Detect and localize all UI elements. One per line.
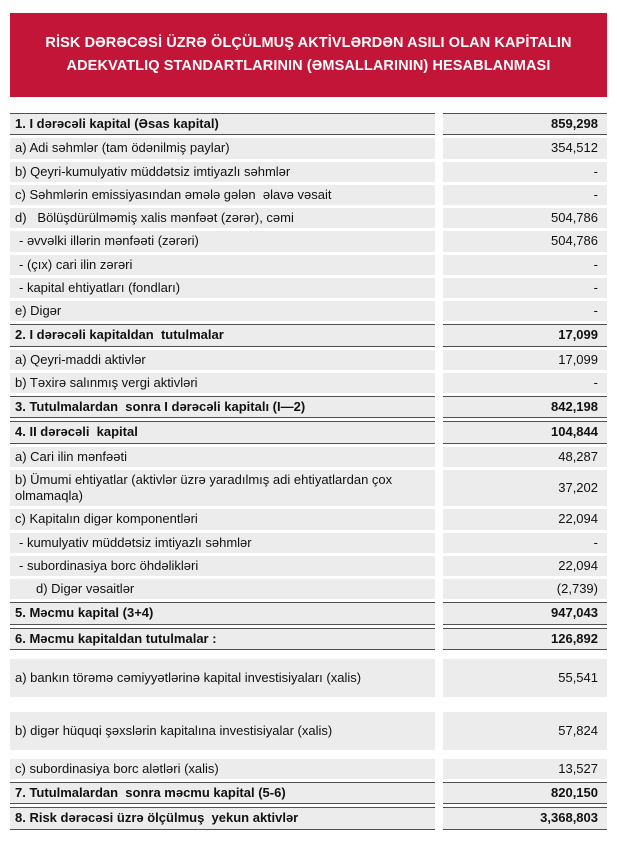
row-value: 504,786 <box>443 231 607 252</box>
row-label: a) bankın törəmə cəmiyyətlərinə kapital … <box>10 658 435 697</box>
row-value: 17,099 <box>443 324 607 347</box>
row-value: - <box>443 184 607 205</box>
row-label: 3. Tutulmalardan sonra I dərəcəli kapita… <box>10 396 435 419</box>
table-row-other-entity-investments: b) digər hüquqi şəxslərin kapitalına inv… <box>10 711 607 750</box>
row-value: 22,094 <box>443 509 607 530</box>
table-row-subsidiary-investments: a) bankın törəmə cəmiyyətlərinə kapital … <box>10 658 607 697</box>
row-value: 13,527 <box>443 758 607 779</box>
row-label: c) Kapitalın digər komponentləri <box>10 509 435 530</box>
table-row-share-emission: c) Səhmlərin emissiyasından əmələ gələn … <box>10 184 607 205</box>
row-label: 7. Tutulmalardan sonra məcmu kapital (5-… <box>10 782 435 805</box>
row-value: - <box>443 301 607 322</box>
page-title-line-2: ADEKVATLIQ STANDARTLARININ (ƏMSALLARININ… <box>66 58 551 74</box>
row-value: - <box>443 277 607 298</box>
row-label: c) subordinasiya borc alətləri (xalis) <box>10 758 435 779</box>
row-value: 37,202 <box>443 469 607 507</box>
row-value: - <box>443 532 607 553</box>
row-label: b) Ümumi ehtiyatlar (aktivlər üzrə yarad… <box>10 469 435 507</box>
row-value: 55,541 <box>443 658 607 697</box>
page-title-line-1: RİSK DƏRƏCƏSİ ÜZRƏ ÖLÇÜLMUŞ AKTİVLƏRDƏN … <box>45 34 572 51</box>
row-label: 1. I dərəcəli kapital (Əsas kapital) <box>10 113 435 136</box>
table-row-current-year-profit: a) Cari ilin mənfəəti 48,287 <box>10 446 607 467</box>
table-row-tier1-after-deductions: 3. Tutulmalardan sonra I dərəcəli kapita… <box>10 396 607 419</box>
row-value: 947,043 <box>443 602 607 625</box>
row-value: 3,368,803 <box>443 807 607 830</box>
row-value: (2,739) <box>443 579 607 600</box>
row-label: b) digər hüquqi şəxslərin kapitalına inv… <box>10 711 435 750</box>
table-row-prior-years-profit: - əvvəlki illərin mənfəəti (zərəri) 504,… <box>10 231 607 252</box>
table-row-total-capital: 5. Məcmu kapital (3+4) 947,043 <box>10 602 607 625</box>
row-value: 104,844 <box>443 421 607 444</box>
table-row-subordinated-debt: - subordinasiya borc öhdəlikləri 22,094 <box>10 555 607 576</box>
row-value: 504,786 <box>443 208 607 229</box>
row-value: 22,094 <box>443 555 607 576</box>
table-row-total-after-deductions: 7. Tutulmalardan sonra məcmu kapital (5-… <box>10 782 607 805</box>
row-label: 2. I dərəcəli kapitaldan tutulmalar <box>10 324 435 347</box>
row-label: a) Adi səhmlər (tam ödənilmiş paylar) <box>10 138 435 159</box>
row-label: - əvvəlki illərin mənfəəti (zərəri) <box>10 231 435 252</box>
table-row-deferred-tax-assets: b) Təxirə salınmış vergi aktivləri - <box>10 372 607 393</box>
table-row-other-capital-components: c) Kapitalın digər komponentləri 22,094 <box>10 509 607 530</box>
row-label: c) Səhmlərin emissiyasından əmələ gələn … <box>10 184 435 205</box>
row-value: - <box>443 161 607 182</box>
table-row-tier1-deductions: 2. I dərəcəli kapitaldan tutulmalar 17,0… <box>10 324 607 347</box>
row-value: 820,150 <box>443 782 607 805</box>
table-row-tier1-capital: 1. I dərəcəli kapital (Əsas kapital) 859… <box>10 113 607 136</box>
row-value: 57,824 <box>443 711 607 750</box>
row-label: 4. II dərəcəli kapital <box>10 421 435 444</box>
row-value: 354,512 <box>443 138 607 159</box>
table-row-general-reserves: b) Ümumi ehtiyatlar (aktivlər üzrə yarad… <box>10 469 607 507</box>
row-value: 48,287 <box>443 446 607 467</box>
row-value: 859,298 <box>443 113 607 136</box>
row-label: - (çıx) cari ilin zərəri <box>10 254 435 275</box>
row-value: - <box>443 254 607 275</box>
table-row-other-funds: d) Digər vəsaitlər (2,739) <box>10 579 607 600</box>
row-label: 5. Məcmu kapital (3+4) <box>10 602 435 625</box>
table-row-intangible-assets: a) Qeyri-maddi aktivlər 17,099 <box>10 349 607 370</box>
row-value: 842,198 <box>443 396 607 419</box>
table-row-total-capital-deductions: 6. Məcmu kapitaldan tutulmalar : 126,892 <box>10 627 607 650</box>
row-label: - kumulyativ müddətsiz imtiyazlı səhmlər <box>10 532 435 553</box>
table-row-current-year-loss: - (çıx) cari ilin zərəri - <box>10 254 607 275</box>
table-row-noncumulative-shares: b) Qeyri-kumulyativ müddətsiz imtiyazlı … <box>10 161 607 182</box>
row-label: a) Qeyri-maddi aktivlər <box>10 349 435 370</box>
table-row-capital-reserves: - kapital ehtiyatları (fondları) - <box>10 277 607 298</box>
table-row-subordinated-instruments: c) subordinasiya borc alətləri (xalis) 1… <box>10 758 607 779</box>
row-label: b) Qeyri-kumulyativ müddətsiz imtiyazlı … <box>10 161 435 182</box>
row-label: - subordinasiya borc öhdəlikləri <box>10 555 435 576</box>
table-row-risk-weighted-assets: 8. Risk dərəcəsi üzrə ölçülmuş yekun akt… <box>10 807 607 830</box>
row-value: 17,099 <box>443 349 607 370</box>
row-value: - <box>443 372 607 393</box>
row-label: d) Digər vəsaitlər <box>10 579 435 600</box>
table-row-tier2-capital: 4. II dərəcəli kapital 104,844 <box>10 421 607 444</box>
row-label: 8. Risk dərəcəsi üzrə ölçülmuş yekun akt… <box>10 807 435 830</box>
row-label: 6. Məcmu kapitaldan tutulmalar : <box>10 627 435 650</box>
table-row-other-tier1: e) Digər - <box>10 301 607 322</box>
page-title: RİSK DƏRƏCƏSİ ÜZRƏ ÖLÇÜLMUŞ AKTİVLƏRDƏN … <box>10 13 607 97</box>
row-label: a) Cari ilin mənfəəti <box>10 446 435 467</box>
row-label: - kapital ehtiyatları (fondları) <box>10 277 435 298</box>
row-label: e) Digər <box>10 301 435 322</box>
row-label: d) Bölüşdürülməmiş xalis mənfəət (zərər)… <box>10 208 435 229</box>
row-value: 126,892 <box>443 627 607 650</box>
row-label: b) Təxirə salınmış vergi aktivləri <box>10 372 435 393</box>
table-row-retained-profit: d) Bölüşdürülməmiş xalis mənfəət (zərər)… <box>10 208 607 229</box>
table-row-ordinary-shares: a) Adi səhmlər (tam ödənilmiş paylar) 35… <box>10 138 607 159</box>
capital-adequacy-table: 1. I dərəcəli kapital (Əsas kapital) 859… <box>10 113 607 830</box>
table-row-cumulative-shares: - kumulyativ müddətsiz imtiyazlı səhmlər… <box>10 532 607 553</box>
